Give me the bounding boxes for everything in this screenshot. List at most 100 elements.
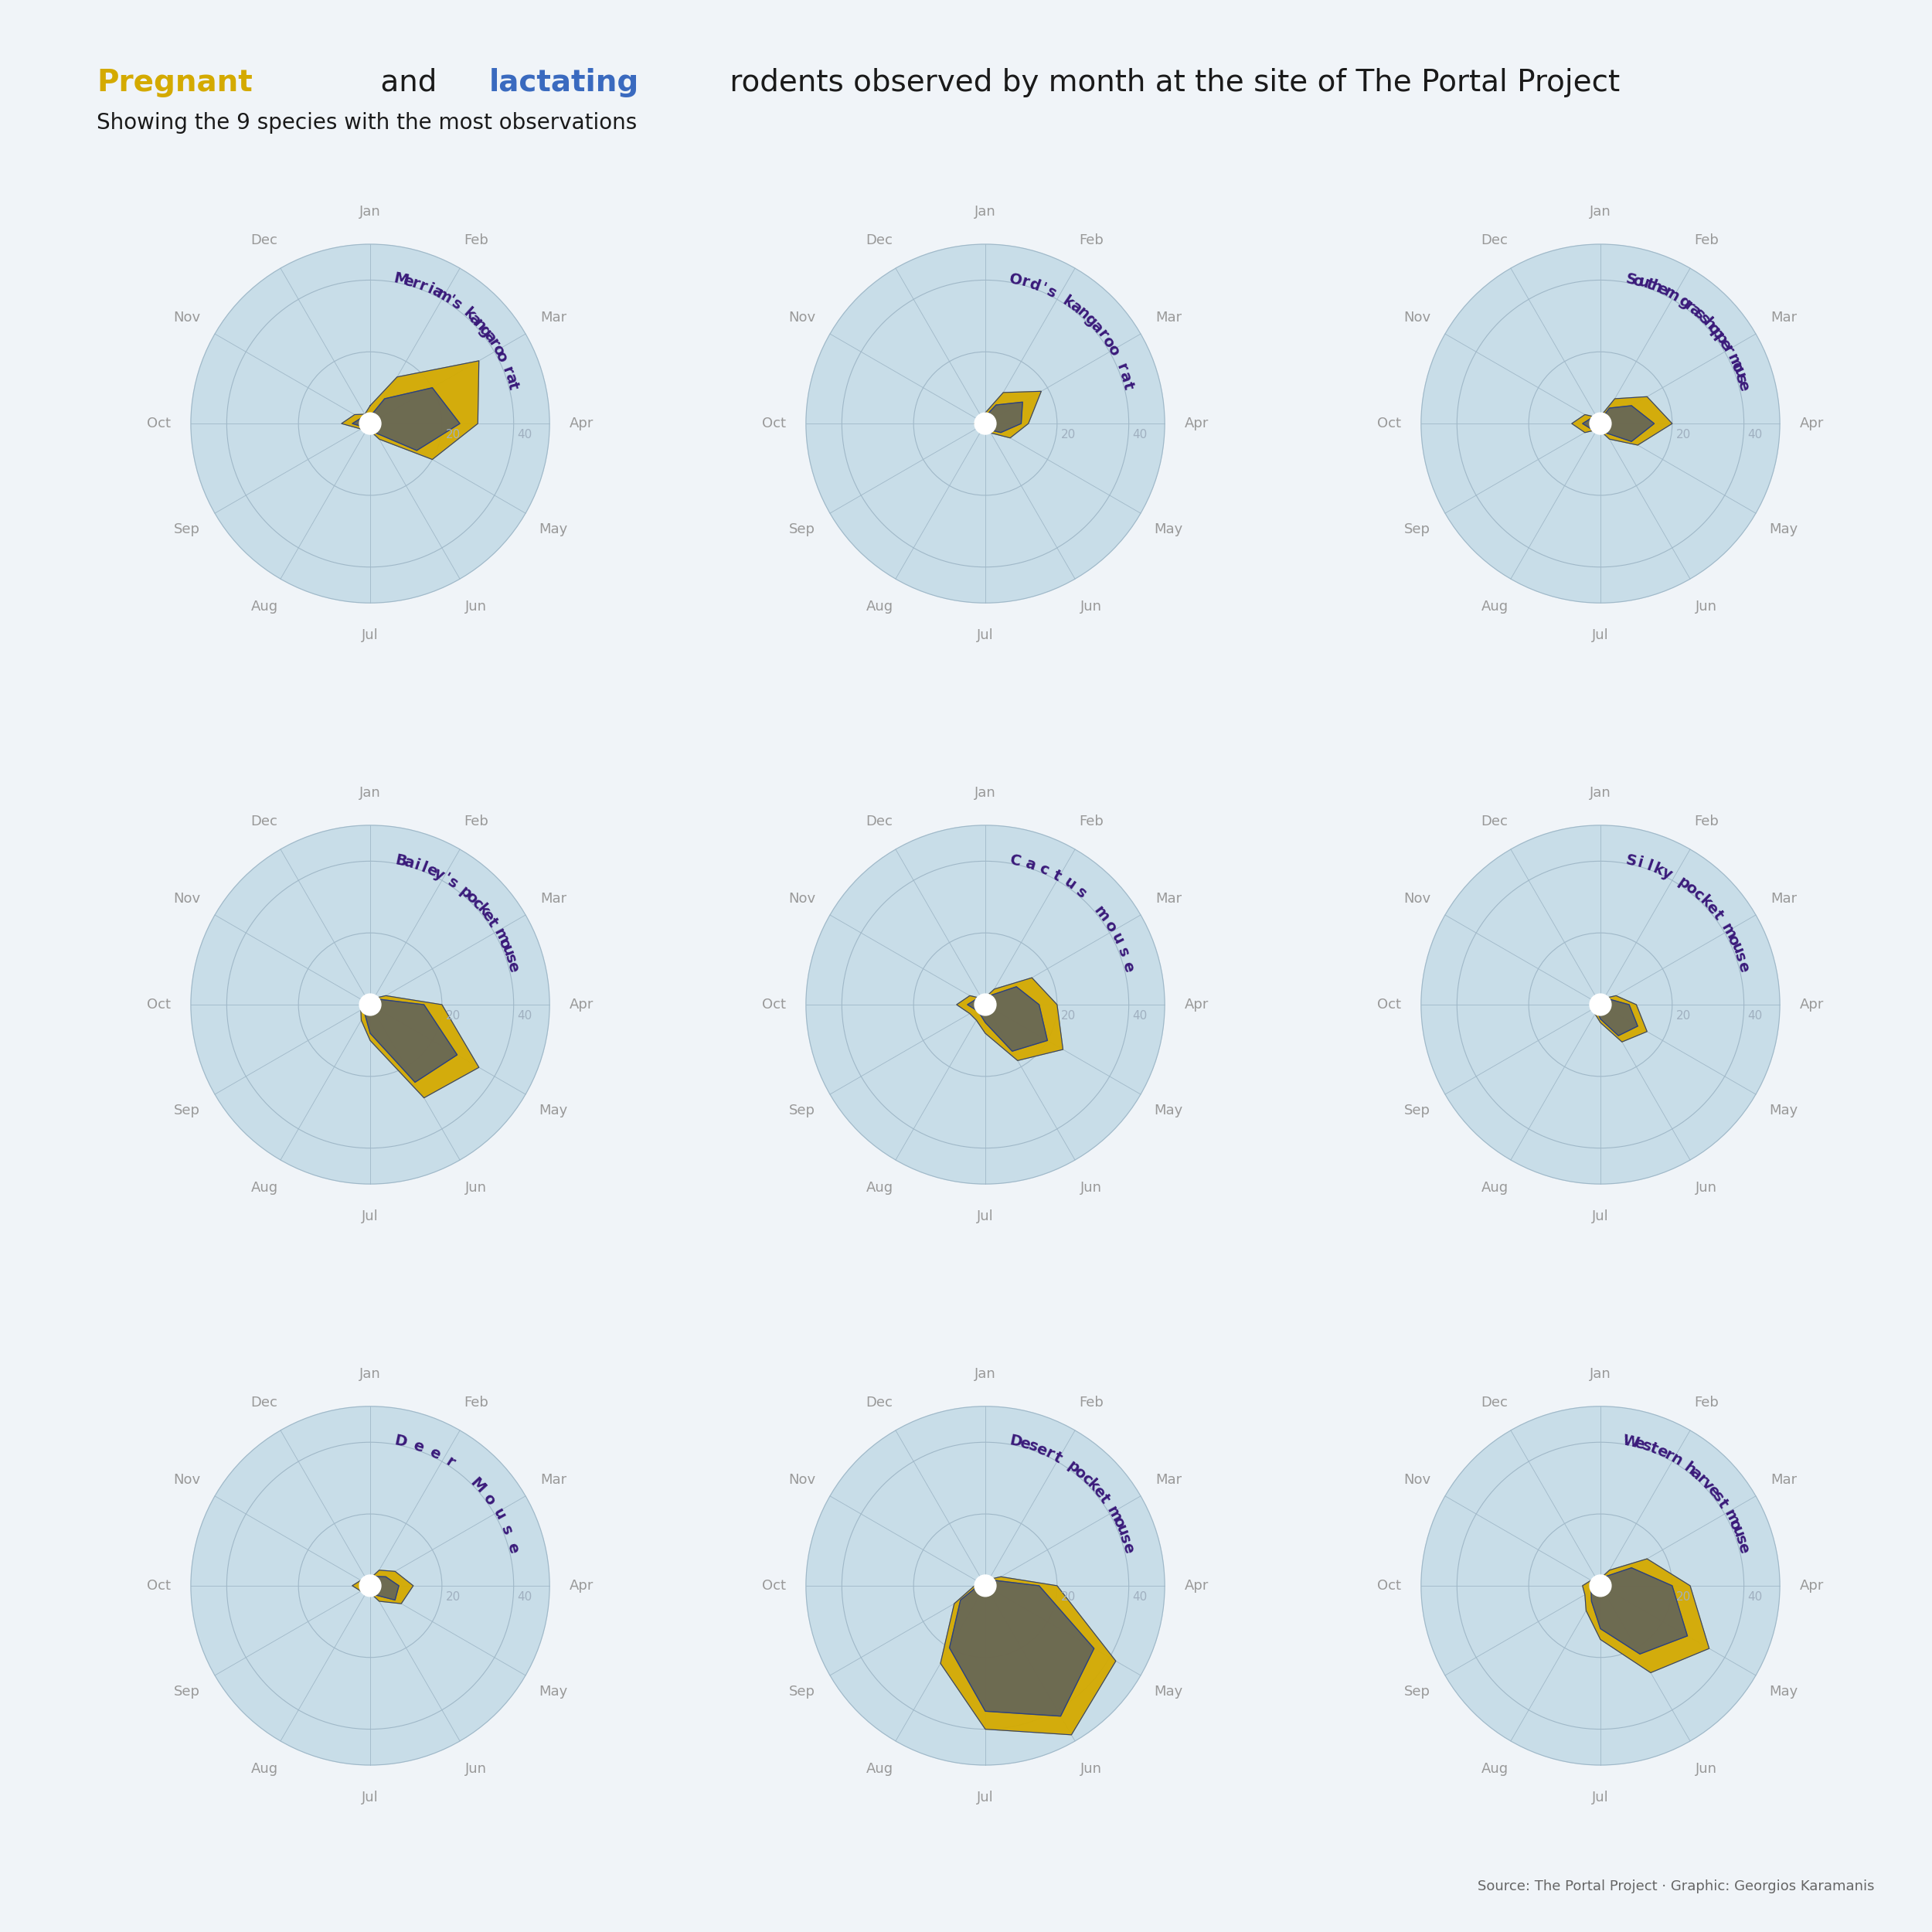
Text: Oct: Oct (761, 997, 786, 1012)
Text: Feb: Feb (464, 234, 489, 247)
Text: 20: 20 (1675, 1010, 1690, 1022)
Polygon shape (1594, 995, 1648, 1041)
Text: Feb: Feb (464, 1395, 489, 1408)
Text: t: t (485, 916, 500, 929)
Text: m: m (1723, 352, 1743, 371)
Polygon shape (352, 1571, 413, 1604)
Polygon shape (363, 999, 458, 1082)
Text: e: e (427, 1445, 442, 1463)
Text: r: r (1719, 342, 1735, 357)
Text: Apr: Apr (1184, 417, 1209, 431)
Text: 40: 40 (1748, 1592, 1762, 1604)
Text: a: a (1117, 369, 1134, 384)
Text: y: y (1660, 866, 1675, 883)
Text: 20: 20 (446, 429, 460, 440)
Text: t: t (1095, 1492, 1113, 1507)
Text: m: m (1092, 904, 1113, 925)
Text: Nov: Nov (788, 1472, 815, 1488)
Text: r: r (1113, 361, 1130, 373)
Text: Source: The Portal Project · Graphic: Georgios Karamanis: Source: The Portal Project · Graphic: Ge… (1478, 1880, 1874, 1893)
Text: a: a (429, 284, 444, 301)
Text: ': ' (444, 294, 456, 307)
Text: t: t (1644, 276, 1656, 294)
Text: Dec: Dec (866, 815, 893, 829)
Text: 40: 40 (1748, 429, 1762, 440)
Text: Jul: Jul (361, 1209, 379, 1223)
Text: Apr: Apr (1184, 1578, 1209, 1592)
Text: 40: 40 (1132, 1010, 1148, 1022)
Text: Mar: Mar (1155, 311, 1182, 325)
Text: Aug: Aug (1482, 1180, 1509, 1194)
Polygon shape (956, 978, 1063, 1061)
Text: s: s (502, 952, 518, 966)
Text: p: p (1675, 873, 1692, 893)
Polygon shape (1590, 1567, 1687, 1654)
Circle shape (1590, 993, 1611, 1016)
Text: r: r (498, 365, 516, 377)
Text: Nov: Nov (1405, 893, 1432, 906)
Text: Mar: Mar (541, 311, 566, 325)
Text: n: n (1074, 305, 1092, 323)
Text: Dec: Dec (1482, 815, 1509, 829)
Text: Oct: Oct (147, 997, 170, 1012)
Text: Aug: Aug (866, 601, 893, 614)
Text: s: s (1026, 1437, 1039, 1455)
Text: Jan: Jan (1590, 1368, 1611, 1381)
Text: Jun: Jun (1080, 1762, 1101, 1776)
Text: a: a (481, 328, 498, 346)
Text: e: e (1633, 1435, 1646, 1453)
Text: lactating: lactating (489, 68, 639, 97)
Text: m: m (433, 286, 454, 307)
Text: May: May (1770, 1685, 1799, 1698)
Text: r: r (442, 1455, 458, 1470)
Text: May: May (1153, 1103, 1182, 1117)
Text: M: M (468, 1474, 489, 1495)
Text: D: D (392, 1434, 408, 1451)
Text: O: O (1009, 270, 1024, 288)
Text: Oct: Oct (761, 1578, 786, 1592)
Text: e: e (1704, 1482, 1721, 1499)
Text: r: r (417, 278, 429, 294)
Text: s: s (448, 296, 464, 313)
Text: 40: 40 (518, 1592, 531, 1604)
Text: h: h (1681, 1459, 1698, 1478)
Text: e: e (1119, 960, 1136, 974)
Text: t: t (1119, 381, 1136, 390)
Text: e: e (1034, 1441, 1049, 1459)
Text: m: m (1718, 922, 1739, 943)
Text: e: e (1702, 900, 1721, 918)
Circle shape (191, 825, 549, 1184)
Circle shape (1590, 1575, 1611, 1596)
Text: s: s (1710, 1490, 1727, 1505)
Text: Apr: Apr (1801, 417, 1824, 431)
Text: Apr: Apr (570, 417, 593, 431)
Text: c: c (469, 895, 485, 912)
Circle shape (191, 243, 549, 603)
Text: c: c (1078, 1470, 1095, 1488)
Text: a: a (1687, 1464, 1704, 1482)
Text: Mar: Mar (1155, 1472, 1182, 1488)
Text: Apr: Apr (1184, 997, 1209, 1012)
Text: Mar: Mar (1770, 1472, 1797, 1488)
Text: p: p (456, 883, 473, 902)
Text: ': ' (440, 871, 452, 887)
Text: May: May (539, 1685, 568, 1698)
Text: e: e (1119, 1540, 1136, 1555)
Text: Aug: Aug (1482, 1762, 1509, 1776)
Text: g: g (1082, 311, 1099, 328)
Text: Dec: Dec (251, 815, 278, 829)
Polygon shape (361, 995, 479, 1097)
Text: Feb: Feb (1694, 815, 1719, 829)
Polygon shape (352, 388, 460, 450)
Text: May: May (539, 1103, 568, 1117)
Text: May: May (1153, 1685, 1182, 1698)
Text: Dec: Dec (866, 234, 893, 247)
Text: o: o (1101, 918, 1119, 935)
Text: e: e (412, 1437, 425, 1455)
Text: D: D (1009, 1434, 1024, 1451)
Text: Aug: Aug (251, 1762, 278, 1776)
Circle shape (806, 243, 1165, 603)
Text: o: o (495, 935, 512, 952)
Text: s: s (1733, 373, 1748, 386)
Text: S: S (1625, 270, 1638, 288)
